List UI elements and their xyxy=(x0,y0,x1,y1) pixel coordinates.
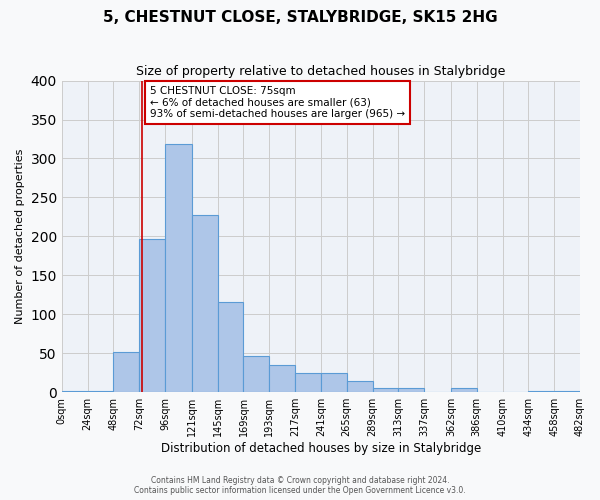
Text: Contains HM Land Registry data © Crown copyright and database right 2024.
Contai: Contains HM Land Registry data © Crown c… xyxy=(134,476,466,495)
Bar xyxy=(295,372,321,392)
Text: 5, CHESTNUT CLOSE, STALYBRIDGE, SK15 2HG: 5, CHESTNUT CLOSE, STALYBRIDGE, SK15 2HG xyxy=(103,10,497,25)
Text: 5 CHESTNUT CLOSE: 75sqm
← 6% of detached houses are smaller (63)
93% of semi-det: 5 CHESTNUT CLOSE: 75sqm ← 6% of detached… xyxy=(150,86,405,119)
Bar xyxy=(88,390,113,392)
Bar xyxy=(269,365,295,392)
Bar xyxy=(113,352,139,392)
Bar xyxy=(451,388,477,392)
Bar xyxy=(554,390,580,392)
Bar xyxy=(347,380,373,392)
Bar xyxy=(398,388,424,392)
Bar xyxy=(165,144,192,392)
X-axis label: Distribution of detached houses by size in Stalybridge: Distribution of detached houses by size … xyxy=(161,442,481,455)
Bar xyxy=(62,390,88,392)
Bar xyxy=(139,238,165,392)
Title: Size of property relative to detached houses in Stalybridge: Size of property relative to detached ho… xyxy=(136,65,506,78)
Bar xyxy=(218,302,244,392)
Bar xyxy=(244,356,269,392)
Y-axis label: Number of detached properties: Number of detached properties xyxy=(15,148,25,324)
Bar xyxy=(373,388,398,392)
Bar xyxy=(192,214,218,392)
Bar xyxy=(529,390,554,392)
Bar xyxy=(321,372,347,392)
